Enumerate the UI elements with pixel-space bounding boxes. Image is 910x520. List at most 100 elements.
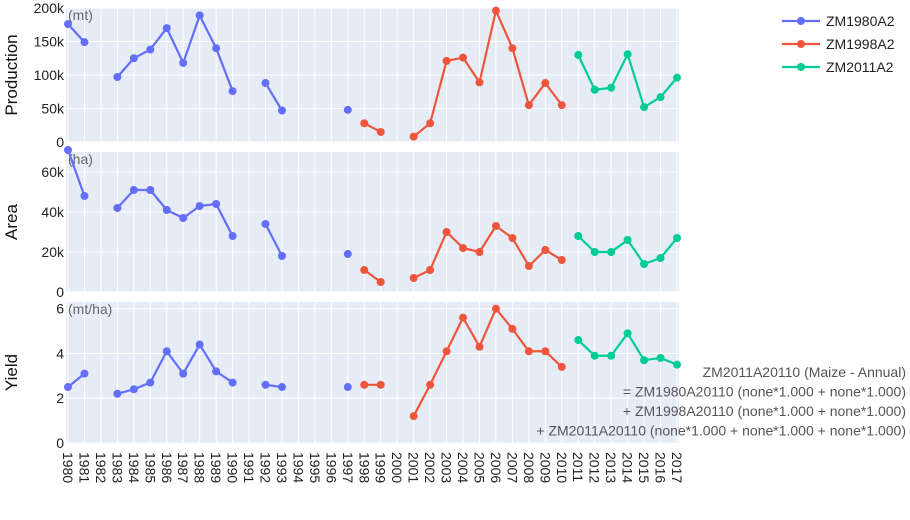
plot-background-yield [66,302,679,443]
series-line-production-ZM1998A2-1 [412,9,563,138]
xtick-label-2015: 2015 [636,452,652,483]
xtick-label-1982: 1982 [93,452,109,483]
annotation-line-0: ZM2011A20110 (Maize - Annual) [703,364,906,380]
data-point-yield-ZM1998A2-2002 [426,380,435,389]
xtick-label-2017: 2017 [669,452,685,483]
data-point-area-ZM1998A2-2007 [508,234,517,242]
xtick-label-1986: 1986 [159,452,175,483]
data-point-production-ZM2011A2-2011 [574,50,583,59]
legend-swatch-marker-ZM2011A2[interactable] [797,63,805,71]
xtick-label-1983: 1983 [109,452,125,483]
data-point-yield-ZM1980A2-1987 [179,369,188,378]
ytick-label-production-2: 100k [34,67,65,83]
ylabel-area: Area [2,204,21,240]
data-point-production-ZM1980A2-1997 [343,105,352,114]
data-point-area-ZM1998A2-1999 [376,278,385,286]
data-point-production-ZM2011A2-2014 [623,50,632,59]
data-point-area-ZM1980A2-1989 [212,200,221,208]
data-point-area-ZM1980A2-1980 [64,146,72,154]
xtick-label-2010: 2010 [554,452,570,483]
data-point-yield-ZM1980A2-1980 [64,383,72,392]
data-point-yield-ZM1998A2-1999 [376,380,385,389]
ytick-label-area-3: 60k [41,164,65,180]
xtick-label-2016: 2016 [653,452,669,483]
ytick-label-area-1: 20k [41,244,65,260]
annotation-line-3: + ZM2011A20110 (none*1.000 + none*1.000 … [536,423,906,439]
series-line-area-ZM1998A2-1 [413,224,563,279]
xtick-label-1996: 1996 [323,452,339,483]
data-point-area-ZM1998A2-2009 [541,246,550,254]
ytick-label-area-2: 40k [41,204,65,220]
xtick-label-2004: 2004 [455,452,471,483]
data-point-production-ZM1980A2-1983 [113,73,122,82]
data-point-production-ZM1980A2-1984 [129,54,138,63]
data-point-yield-ZM1980A2-1986 [162,347,171,356]
xtick-label-1985: 1985 [142,452,158,483]
data-point-production-ZM1980A2-1989 [212,44,221,53]
data-point-yield-ZM1998A2-2010 [557,362,566,371]
unit-label-yield: (mt/ha) [68,301,112,317]
data-point-production-ZM1998A2-2009 [541,79,550,88]
data-point-production-ZM1998A2-2003 [442,56,451,65]
data-point-yield-ZM2011A2-2017 [673,360,681,369]
data-point-yield-ZM1980A2-1993 [277,383,286,392]
data-point-area-ZM1998A2-2008 [524,262,533,270]
ylabel-yield: Yield [2,354,21,391]
data-point-area-ZM1998A2-2004 [459,244,468,252]
data-point-production-ZM1998A2-2007 [508,44,517,53]
data-point-area-ZM1980A2-1993 [277,252,286,260]
series-line-production-ZM1980A2-0 [67,23,86,43]
data-point-area-ZM1980A2-1990 [228,232,237,240]
data-point-area-ZM1980A2-1987 [179,214,188,222]
series-line-production-ZM1980A2-2 [264,82,283,112]
ytick-label-production-3: 150k [34,34,65,50]
xtick-label-2005: 2005 [471,452,487,483]
ytick-label-yield-0: 0 [56,435,64,451]
legend-swatch-marker-ZM1998A2[interactable] [797,40,805,48]
data-point-yield-ZM1998A2-2009 [541,347,550,356]
data-point-area-ZM1998A2-2003 [442,228,451,236]
data-point-area-ZM2011A2-2017 [673,234,681,242]
data-point-production-ZM1998A2-2002 [426,119,435,128]
data-point-production-ZM1980A2-1993 [277,106,286,115]
data-point-production-ZM1980A2-1985 [146,45,155,54]
data-point-production-ZM1980A2-1986 [162,24,171,33]
xtick-label-2000: 2000 [389,452,405,483]
xtick-label-1991: 1991 [241,452,257,483]
ytick-label-area-0: 0 [56,284,64,300]
data-point-yield-ZM1998A2-2005 [475,342,484,351]
xtick-label-2001: 2001 [406,452,422,483]
data-point-yield-ZM1998A2-2006 [491,304,500,313]
data-point-production-ZM1998A2-1999 [376,127,385,136]
data-point-area-ZM1980A2-1997 [343,250,352,258]
xtick-label-1998: 1998 [356,452,372,483]
xtick-label-2014: 2014 [620,452,636,483]
unit-label-area: (ha) [68,151,93,167]
data-point-production-ZM1980A2-1992 [261,79,270,88]
xtick-label-1990: 1990 [225,452,241,483]
data-point-production-ZM1980A2-1980 [64,20,72,29]
data-point-yield-ZM1980A2-1985 [146,378,155,387]
data-point-production-ZM1998A2-2001 [409,132,418,141]
data-point-production-ZM1998A2-2005 [475,78,484,87]
data-point-yield-ZM1980A2-1989 [212,367,221,376]
data-point-yield-ZM1998A2-1998 [360,380,369,389]
xtick-label-1999: 1999 [373,452,389,483]
legend-label-ZM1980A2: ZM1980A2 [826,13,895,29]
data-point-area-ZM1980A2-1985 [146,186,155,194]
data-point-yield-ZM2011A2-2013 [607,351,616,360]
data-point-area-ZM2011A2-2015 [640,260,649,268]
xtick-label-1997: 1997 [340,452,356,483]
data-point-yield-ZM1980A2-1984 [129,385,138,394]
xtick-label-2013: 2013 [603,452,619,483]
ylabel-production: Production [2,34,21,115]
xtick-label-2003: 2003 [439,452,455,483]
data-point-yield-ZM1980A2-1992 [261,380,270,389]
legend-label-ZM2011A2: ZM2011A2 [826,59,894,75]
ytick-label-production-1: 50k [41,101,65,117]
data-point-area-ZM1980A2-1988 [195,202,204,210]
xtick-label-2002: 2002 [422,452,438,483]
data-point-area-ZM1980A2-1986 [162,206,171,214]
legend-swatch-marker-ZM1980A2[interactable] [797,17,805,25]
